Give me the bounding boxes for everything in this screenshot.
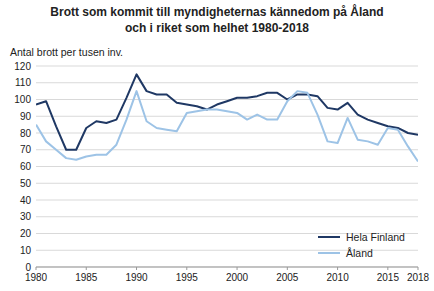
- x-tick: [86, 267, 87, 270]
- y-tick-label: 50: [20, 178, 32, 189]
- y-tick-label: 30: [20, 211, 32, 222]
- y-tick-label: 10: [20, 245, 32, 256]
- y-tick-label: 40: [20, 195, 32, 206]
- y-tick-label: 110: [15, 77, 31, 88]
- x-axis-line: [36, 267, 418, 268]
- series-group: [36, 74, 418, 161]
- legend-swatch: [318, 252, 340, 254]
- x-tick: [287, 267, 288, 270]
- grid-line: [36, 200, 418, 201]
- series-line: [36, 91, 418, 161]
- legend-label: Hela Finland: [346, 231, 405, 243]
- grid-line: [36, 267, 418, 268]
- legend-label: Åland: [346, 247, 373, 259]
- y-tick-label: 120: [14, 61, 31, 72]
- x-tick-label: 1980: [25, 272, 48, 283]
- grid-line: [36, 183, 418, 184]
- legend: Hela Finland Åland: [318, 231, 405, 259]
- x-tick: [186, 267, 187, 270]
- legend-swatch: [318, 236, 340, 238]
- title: Brott som kommit till myndigheternas kän…: [50, 4, 383, 19]
- x-tick-label: 2005: [276, 272, 299, 283]
- x-tick-label: 1990: [125, 272, 148, 283]
- y-tick-label: 90: [20, 111, 32, 122]
- x-tick-label: 2018: [407, 272, 430, 283]
- x-tick-label: 1995: [176, 272, 199, 283]
- y-tick-label: 20: [20, 228, 32, 239]
- subtitle: och i riket som helhet 1980-2018: [125, 21, 309, 35]
- x-tick-label: 2010: [326, 272, 349, 283]
- grid-line: [36, 66, 418, 67]
- x-tick: [387, 267, 388, 270]
- x-tick: [136, 267, 137, 270]
- grid-line: [36, 82, 418, 83]
- y-axis-label: Antal brott per tusen inv.: [10, 46, 123, 58]
- x-tick-label: 1985: [75, 272, 98, 283]
- x-tick: [337, 267, 338, 270]
- grid-line: [36, 149, 418, 150]
- grid: [36, 66, 418, 267]
- x-tick-label: 2000: [226, 272, 249, 283]
- chart: Brott som kommit till myndigheternas kän…: [0, 0, 434, 291]
- grid-line: [36, 216, 418, 217]
- x-tick: [237, 267, 238, 270]
- y-tick-label: 0: [25, 262, 31, 273]
- x-tick: [418, 267, 419, 270]
- x-tick: [36, 267, 37, 270]
- x-tick-label: 2015: [377, 272, 400, 283]
- y-tick-label: 100: [14, 94, 31, 105]
- grid-line: [36, 166, 418, 167]
- grid-line: [36, 133, 418, 134]
- y-tick-label: 60: [20, 161, 32, 172]
- y-tick-label: 70: [20, 144, 32, 155]
- grid-line: [36, 99, 418, 100]
- y-tick-label: 80: [20, 128, 32, 139]
